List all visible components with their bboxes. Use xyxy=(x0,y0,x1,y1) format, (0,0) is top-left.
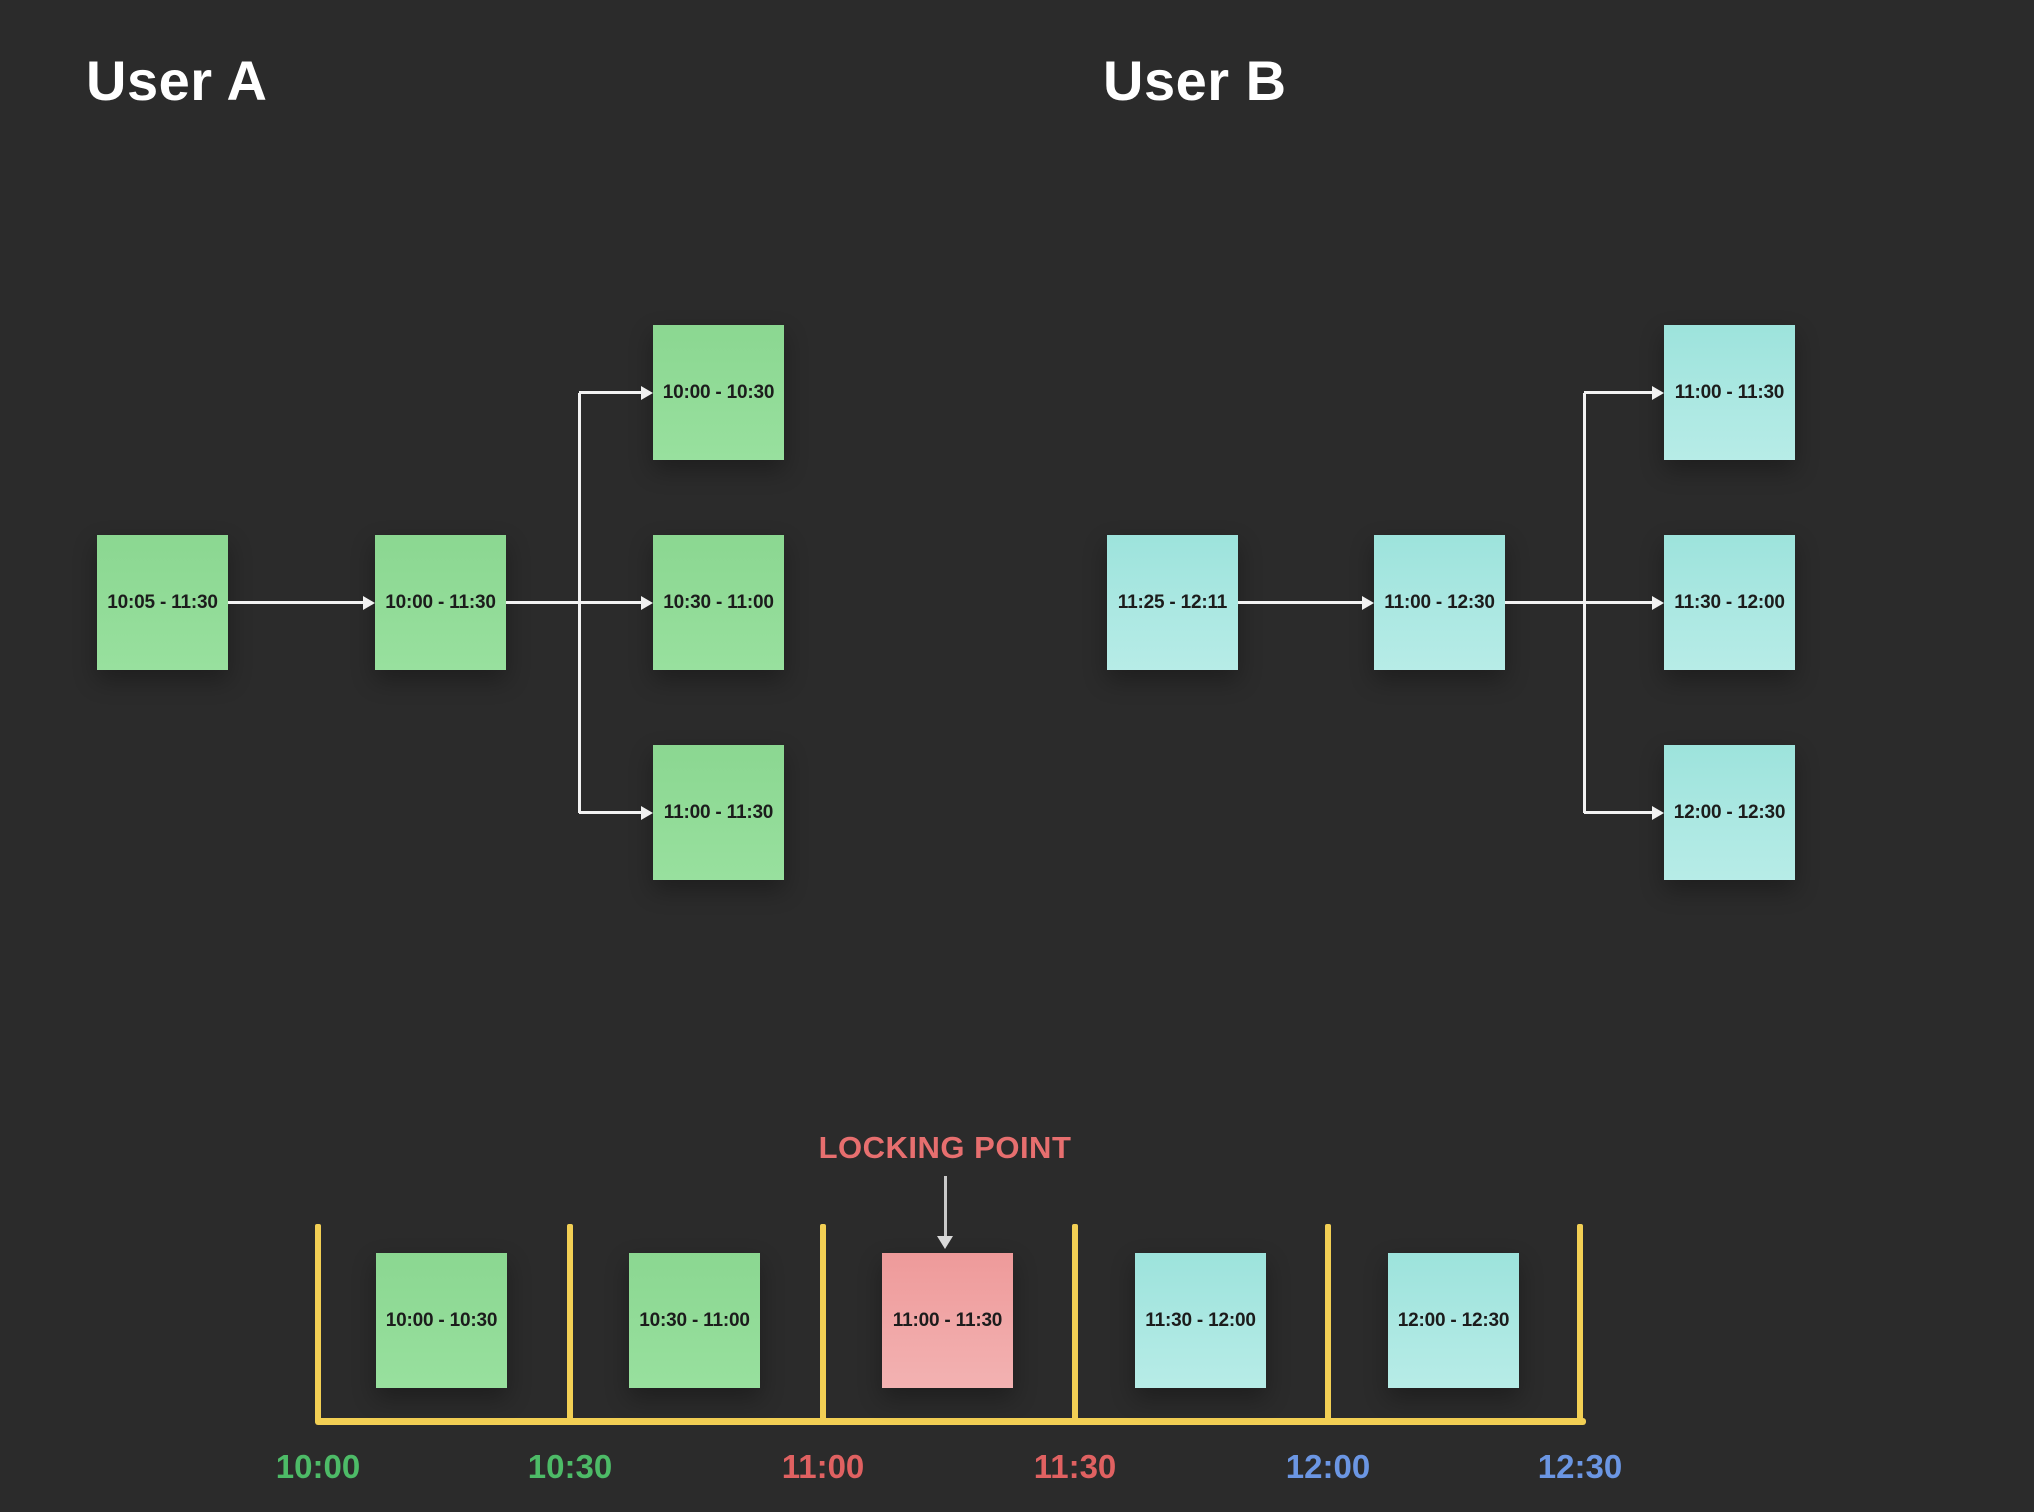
flow-node: 10:30 - 11:00 xyxy=(653,535,784,670)
timeline-tick xyxy=(567,1224,573,1423)
flow-node: 11:00 - 12:30 xyxy=(1374,535,1505,670)
timeline-slot-box: 12:00 - 12:30 xyxy=(1388,1253,1519,1388)
locking-point-label: LOCKING POINT xyxy=(818,1130,1072,1165)
timeline-tick-label: 10:30 xyxy=(527,1448,613,1485)
flow-node: 10:05 - 11:30 xyxy=(97,535,228,670)
flow-connector-line xyxy=(1584,811,1654,814)
timeline-tick xyxy=(1072,1224,1078,1423)
timeline-slot-box: 10:00 - 10:30 xyxy=(376,1253,507,1388)
timeline-slot-box: 11:30 - 12:00 xyxy=(1135,1253,1266,1388)
timeline-baseline xyxy=(315,1418,1586,1425)
flow-arrowhead xyxy=(363,595,375,610)
timeline-tick-label: 11:00 xyxy=(781,1448,865,1485)
flow-arrowhead xyxy=(1652,595,1664,610)
flow-arrowhead xyxy=(1652,385,1664,400)
flow-connector-line xyxy=(579,391,643,394)
timeline-tick-label: 12:00 xyxy=(1285,1448,1371,1485)
locking-point-arrow-line xyxy=(943,1176,947,1236)
flow-arrowhead xyxy=(1652,805,1664,820)
flow-node: 11:00 - 11:30 xyxy=(653,745,784,880)
user-a-title: User A xyxy=(86,49,268,112)
timeline-tick xyxy=(1325,1224,1331,1423)
flow-arrowhead xyxy=(641,385,653,400)
flow-arrowhead xyxy=(641,805,653,820)
flow-node: 11:00 - 11:30 xyxy=(1664,325,1795,460)
flow-arrowhead xyxy=(1362,595,1374,610)
flow-connector-line xyxy=(1584,391,1654,394)
flow-node: 12:00 - 12:30 xyxy=(1664,745,1795,880)
flow-node: 11:30 - 12:00 xyxy=(1664,535,1795,670)
flow-node: 11:25 - 12:11 xyxy=(1107,535,1238,670)
flow-node: 10:00 - 11:30 xyxy=(375,535,506,670)
flow-node: 10:00 - 10:30 xyxy=(653,325,784,460)
user-b-title: User B xyxy=(1103,49,1287,112)
flow-branch-line xyxy=(577,392,581,813)
flow-connector-line xyxy=(228,601,365,604)
flow-branch-line xyxy=(1582,392,1586,813)
timeline-tick xyxy=(820,1224,826,1423)
timeline-tick xyxy=(315,1224,321,1423)
timeline-tick-label: 10:00 xyxy=(275,1448,361,1485)
timeline-slot-box: 10:30 - 11:00 xyxy=(629,1253,760,1388)
timeline-slot-box: 11:00 - 11:30 xyxy=(882,1253,1013,1388)
timeline-tick xyxy=(1577,1224,1583,1423)
flow-arrowhead xyxy=(641,595,653,610)
flow-connector-line xyxy=(579,811,643,814)
flow-connector-line xyxy=(1505,601,1654,604)
flow-connector-line xyxy=(1238,601,1364,604)
flow-connector-line xyxy=(506,601,643,604)
timeline-tick-label: 11:30 xyxy=(1033,1448,1117,1485)
timeline-tick-label: 12:30 xyxy=(1537,1448,1623,1485)
locking-point-arrowhead xyxy=(937,1236,953,1249)
